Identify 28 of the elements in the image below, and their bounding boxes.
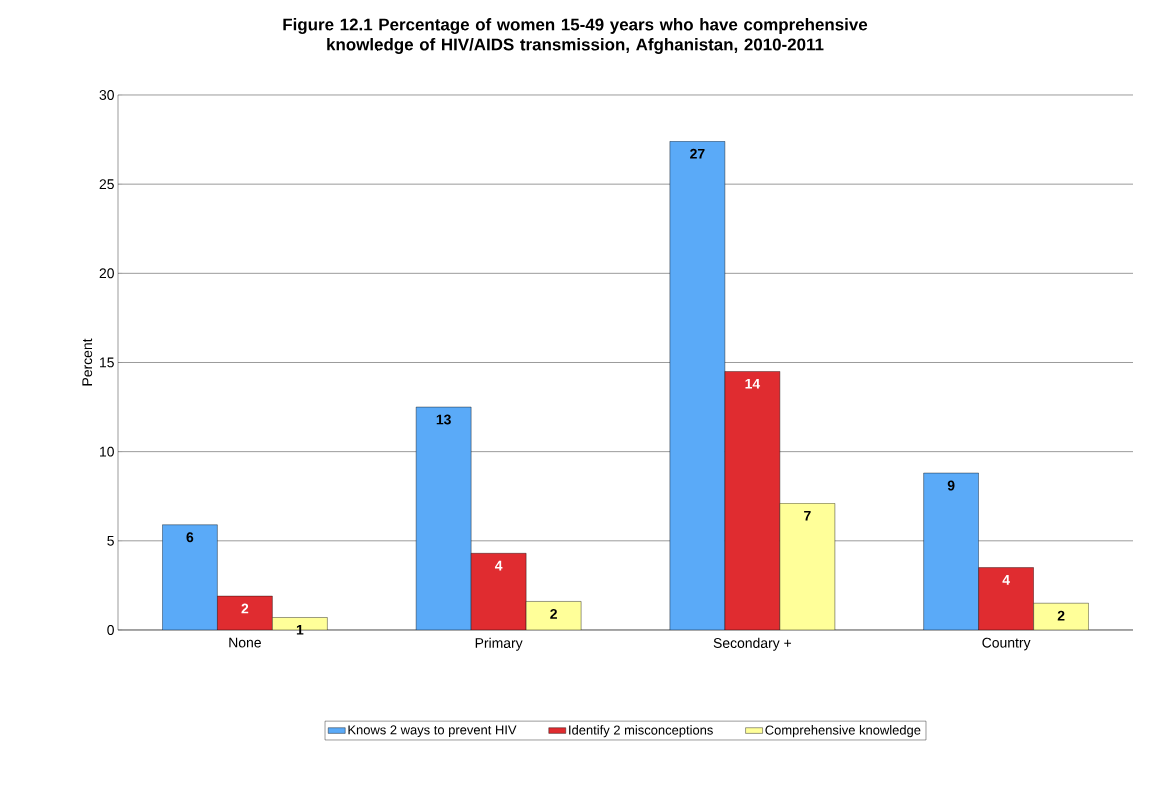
y-tick-label: 20 xyxy=(99,268,114,279)
data-label: 4 xyxy=(494,560,503,571)
x-tick-label: Country xyxy=(982,637,1031,651)
x-tick-label: None xyxy=(229,637,261,648)
data-label: 27 xyxy=(690,148,705,159)
chart-title: Figure 12.1 Percentage of women 15-49 years who have comprehensive knowledge of HIV/AIDS transmission, Afghanistan, 2010-2011 xyxy=(283,18,868,54)
data-label: 7 xyxy=(804,510,811,521)
y-axis-title: Percent xyxy=(82,338,93,386)
data-label: 6 xyxy=(186,532,194,543)
x-tick-label: Secondary + xyxy=(713,637,792,651)
data-label: 4 xyxy=(1002,575,1010,585)
y-tick-label: 0 xyxy=(107,625,114,635)
y-tick-label: 25 xyxy=(99,179,114,190)
data-label: 13 xyxy=(436,414,451,425)
legend-label: Comprehensive knowledge xyxy=(765,725,921,738)
data-label: 14 xyxy=(745,378,761,389)
legend-label: Identify 2 misconceptions xyxy=(569,725,713,738)
y-tick-label: 10 xyxy=(100,446,114,457)
y-tick-label: 30 xyxy=(99,90,114,100)
legend-label: Knows 2 ways to prevent HIV xyxy=(348,725,517,738)
data-label: 2 xyxy=(550,608,557,619)
data-label: 2 xyxy=(241,603,249,614)
data-label: 1 xyxy=(296,625,304,635)
data-label: 2 xyxy=(1057,610,1065,621)
y-tick-label: 5 xyxy=(107,535,114,546)
data-label: 9 xyxy=(947,480,955,491)
x-tick-label: Primary xyxy=(475,637,523,651)
y-tick-label: 15 xyxy=(100,357,114,368)
